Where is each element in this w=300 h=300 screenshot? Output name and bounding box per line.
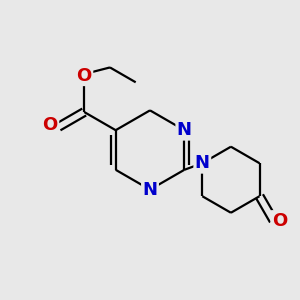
Text: O: O (43, 116, 58, 134)
Text: N: N (177, 121, 192, 139)
Text: O: O (76, 67, 92, 85)
Text: N: N (195, 154, 210, 172)
Text: O: O (272, 212, 287, 230)
Text: N: N (142, 181, 158, 199)
